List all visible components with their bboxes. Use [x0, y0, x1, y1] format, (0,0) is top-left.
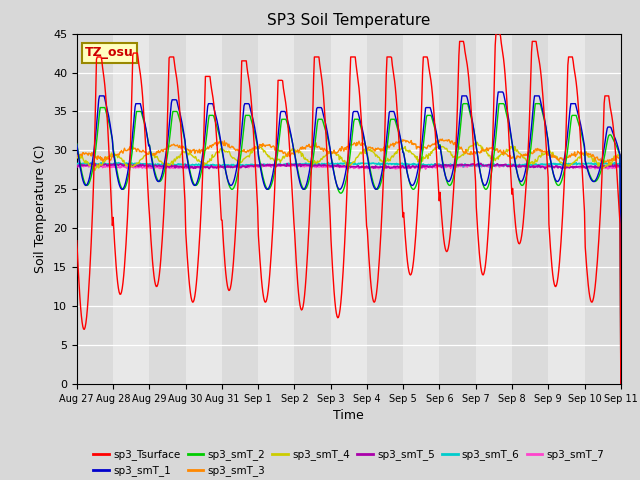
sp3_smT_2	[460, 101, 467, 107]
sp3_smT_6	[617, 161, 625, 167]
sp3_smT_1	[223, 173, 230, 179]
sp3_smT_4	[617, 154, 625, 160]
sp3_smT_2	[194, 180, 202, 186]
sp3_smT_7	[223, 164, 230, 169]
sp3_smT_5	[139, 162, 147, 168]
Line: sp3_smT_6: sp3_smT_6	[77, 163, 621, 167]
sp3_smT_3	[415, 144, 422, 149]
sp3_smT_5	[541, 166, 549, 172]
sp3_smT_3	[139, 147, 147, 153]
sp3_smT_6	[416, 162, 424, 168]
sp3_smT_1	[194, 177, 202, 183]
sp3_smT_1	[415, 162, 422, 168]
sp3_smT_4	[195, 157, 202, 163]
sp3_smT_4	[91, 168, 99, 173]
sp3_smT_5	[223, 164, 230, 169]
sp3_smT_6	[460, 164, 467, 169]
sp3_smT_1	[83, 182, 90, 188]
Bar	[222, 34, 258, 384]
Title: SP3 Soil Temperature: SP3 Soil Temperature	[267, 13, 431, 28]
sp3_smT_4	[431, 146, 439, 152]
sp3_smT_2	[431, 125, 438, 131]
sp3_smT_3	[83, 151, 90, 156]
sp3_Tsurface	[431, 121, 438, 127]
sp3_smT_3	[431, 141, 438, 146]
sp3_smT_1	[73, 142, 81, 147]
sp3_smT_6	[194, 162, 202, 168]
sp3_smT_7	[73, 162, 81, 168]
Line: sp3_Tsurface: sp3_Tsurface	[77, 34, 621, 384]
Bar	[512, 34, 548, 384]
sp3_smT_2	[617, 381, 625, 387]
sp3_smT_5	[477, 160, 484, 166]
Line: sp3_smT_7: sp3_smT_7	[77, 165, 621, 169]
Bar	[584, 34, 621, 384]
sp3_Tsurface	[223, 278, 230, 284]
sp3_smT_2	[223, 173, 230, 179]
sp3_smT_7	[422, 166, 429, 172]
sp3_smT_4	[473, 139, 481, 145]
sp3_smT_3	[73, 152, 81, 157]
sp3_smT_3	[438, 136, 446, 142]
sp3_smT_5	[83, 163, 90, 168]
sp3_smT_2	[83, 182, 90, 188]
Legend: sp3_Tsurface, sp3_smT_1, sp3_smT_2, sp3_smT_3, sp3_smT_4, sp3_smT_5, sp3_smT_6, : sp3_Tsurface, sp3_smT_1, sp3_smT_2, sp3_…	[89, 445, 609, 480]
sp3_Tsurface	[415, 182, 422, 188]
sp3_smT_3	[617, 152, 625, 157]
Bar	[294, 34, 331, 384]
sp3_smT_3	[223, 140, 230, 146]
Bar	[367, 34, 403, 384]
sp3_smT_2	[139, 114, 147, 120]
sp3_smT_6	[324, 160, 332, 166]
sp3_smT_1	[494, 89, 502, 95]
sp3_smT_7	[431, 165, 439, 170]
sp3_smT_4	[223, 149, 231, 155]
sp3_smT_1	[617, 381, 625, 387]
sp3_smT_6	[73, 160, 81, 166]
sp3_smT_5	[73, 165, 81, 170]
sp3_smT_5	[415, 164, 422, 169]
Line: sp3_smT_4: sp3_smT_4	[77, 142, 621, 170]
sp3_smT_5	[617, 164, 625, 169]
sp3_smT_2	[73, 141, 81, 147]
Line: sp3_smT_2: sp3_smT_2	[77, 104, 621, 384]
sp3_smT_1	[139, 110, 147, 116]
sp3_smT_2	[415, 173, 422, 179]
sp3_smT_7	[83, 163, 90, 168]
sp3_smT_7	[617, 164, 625, 170]
sp3_smT_5	[194, 164, 202, 170]
X-axis label: Time: Time	[333, 409, 364, 422]
sp3_Tsurface	[492, 31, 500, 36]
Line: sp3_smT_1: sp3_smT_1	[77, 92, 621, 384]
sp3_smT_6	[139, 161, 147, 167]
sp3_smT_4	[83, 160, 90, 166]
sp3_smT_6	[83, 162, 90, 168]
sp3_Tsurface	[617, 381, 625, 387]
sp3_Tsurface	[139, 94, 147, 100]
sp3_smT_7	[139, 165, 147, 171]
sp3_Tsurface	[73, 238, 81, 243]
Bar	[440, 34, 476, 384]
sp3_smT_7	[194, 164, 202, 170]
sp3_smT_4	[140, 154, 147, 160]
sp3_smT_4	[73, 155, 81, 161]
Text: TZ_osu: TZ_osu	[85, 47, 134, 60]
sp3_smT_1	[431, 121, 438, 127]
Line: sp3_smT_5: sp3_smT_5	[77, 163, 621, 169]
sp3_smT_6	[431, 161, 439, 167]
sp3_smT_3	[194, 150, 202, 156]
sp3_smT_4	[416, 158, 424, 164]
Y-axis label: Soil Temperature (C): Soil Temperature (C)	[35, 144, 47, 273]
Line: sp3_smT_3: sp3_smT_3	[77, 139, 621, 163]
Bar	[77, 34, 113, 384]
sp3_smT_5	[431, 163, 438, 169]
sp3_Tsurface	[83, 314, 90, 320]
sp3_smT_6	[223, 163, 230, 169]
sp3_Tsurface	[194, 262, 202, 268]
Bar	[149, 34, 186, 384]
sp3_smT_7	[415, 164, 422, 170]
sp3_smT_3	[605, 160, 612, 166]
